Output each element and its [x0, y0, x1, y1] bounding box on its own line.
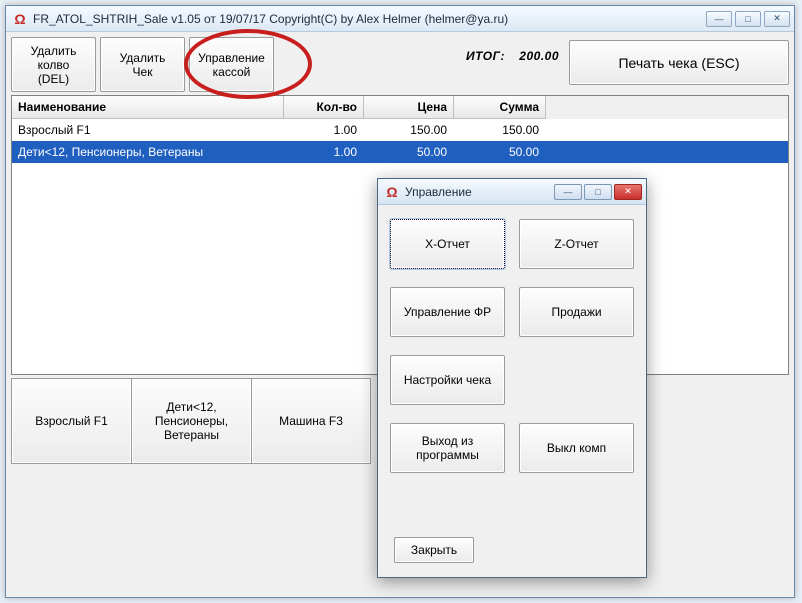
- total-display: ИТОГ: 200.00: [278, 37, 565, 92]
- dialog-close-button[interactable]: Закрыть: [394, 537, 474, 563]
- total-value: 200.00: [519, 49, 559, 63]
- cell-price: 150.00: [364, 123, 454, 137]
- check-settings-button[interactable]: Настройки чека: [390, 355, 505, 405]
- cell-name: Дети<12, Пенсионеры, Ветераны: [12, 145, 284, 159]
- shutdown-button[interactable]: Выкл комп: [519, 423, 634, 473]
- window-buttons: — □ ✕: [706, 11, 790, 27]
- category-button-3[interactable]: Машина F3: [251, 378, 371, 464]
- delete-qty-button[interactable]: Удалить колво (DEL): [11, 37, 96, 92]
- dialog-window-buttons: — □ ✕: [554, 184, 642, 200]
- main-title: FR_ATOL_SHTRIH_Sale v1.05 от 19/07/17 Co…: [33, 12, 706, 26]
- cell-name: Взрослый F1: [12, 123, 284, 137]
- z-report-button[interactable]: Z-Отчет: [519, 219, 634, 269]
- category-button-2[interactable]: Дети<12, Пенсионеры, Ветераны: [131, 378, 251, 464]
- manage-dialog: Управление — □ ✕ Х-Отчет Z-Отчет Управле…: [377, 178, 647, 578]
- grid-row[interactable]: Дети<12, Пенсионеры, Ветераны 1.00 50.00…: [12, 141, 788, 163]
- sales-button[interactable]: Продажи: [519, 287, 634, 337]
- dialog-title: Управление: [405, 185, 554, 199]
- delete-check-button[interactable]: Удалить Чек: [100, 37, 185, 92]
- maximize-button[interactable]: □: [735, 11, 761, 27]
- x-report-button[interactable]: Х-Отчет: [390, 219, 505, 269]
- category-button-1[interactable]: Взрослый F1: [11, 378, 131, 464]
- top-toolbar: Удалить колво (DEL) Удалить Чек Управлен…: [11, 37, 789, 92]
- dialog-minimize-button[interactable]: —: [554, 184, 582, 200]
- grid-row[interactable]: Взрослый F1 1.00 150.00 150.00: [12, 119, 788, 141]
- close-button[interactable]: ✕: [764, 11, 790, 27]
- cell-price: 50.00: [364, 145, 454, 159]
- manage-fr-button[interactable]: Управление ФР: [390, 287, 505, 337]
- total-label: ИТОГ: 200.00: [466, 39, 559, 67]
- cell-qty: 1.00: [284, 145, 364, 159]
- exit-program-button[interactable]: Выход из программы: [390, 423, 505, 473]
- cell-sum: 50.00: [454, 145, 546, 159]
- col-header-price[interactable]: Цена: [364, 96, 454, 119]
- cell-qty: 1.00: [284, 123, 364, 137]
- minimize-button[interactable]: —: [706, 11, 732, 27]
- dialog-body: Х-Отчет Z-Отчет Управление ФР Продажи На…: [378, 205, 646, 487]
- print-check-button[interactable]: Печать чека (ESC): [569, 40, 789, 85]
- app-icon: [384, 184, 400, 200]
- main-titlebar: FR_ATOL_SHTRIH_Sale v1.05 от 19/07/17 Co…: [6, 6, 794, 32]
- app-icon: [12, 11, 28, 27]
- manage-cash-button[interactable]: Управление кассой: [189, 37, 274, 92]
- dialog-titlebar: Управление — □ ✕: [378, 179, 646, 205]
- grid-header: Наименование Кол-во Цена Сумма: [12, 96, 788, 119]
- col-header-qty[interactable]: Кол-во: [284, 96, 364, 119]
- dialog-maximize-button[interactable]: □: [584, 184, 612, 200]
- cell-sum: 150.00: [454, 123, 546, 137]
- dialog-close-x-button[interactable]: ✕: [614, 184, 642, 200]
- total-label-text: ИТОГ:: [466, 49, 505, 63]
- col-header-name[interactable]: Наименование: [12, 96, 284, 119]
- dialog-grid: Х-Отчет Z-Отчет Управление ФР Продажи На…: [390, 219, 634, 473]
- col-header-sum[interactable]: Сумма: [454, 96, 546, 119]
